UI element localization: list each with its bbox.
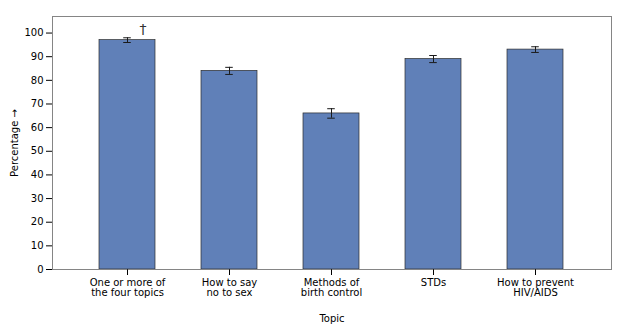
svg-text:30: 30	[31, 193, 44, 204]
svg-text:How to preventHIV/AIDS: How to preventHIV/AIDS	[497, 277, 574, 298]
svg-text:40: 40	[31, 169, 44, 180]
svg-text:One or more ofthe four topics: One or more ofthe four topics	[90, 277, 166, 298]
svg-text:†: †	[140, 21, 147, 37]
svg-text:0: 0	[37, 264, 43, 275]
svg-text:10: 10	[31, 240, 44, 251]
svg-text:Topic: Topic	[318, 313, 344, 324]
svg-text:How to sayno to sex: How to sayno to sex	[202, 277, 258, 298]
svg-text:70: 70	[31, 98, 44, 109]
svg-text:Methods ofbirth control: Methods ofbirth control	[301, 277, 362, 298]
svg-text:20: 20	[31, 216, 44, 227]
svg-text:80: 80	[31, 75, 44, 86]
svg-text:90: 90	[31, 51, 44, 62]
svg-text:100: 100	[24, 27, 43, 38]
svg-text:50: 50	[31, 145, 44, 156]
svg-text:STDs: STDs	[421, 277, 446, 288]
svg-text:Percentage →: Percentage →	[9, 109, 20, 177]
svg-text:60: 60	[31, 122, 44, 133]
